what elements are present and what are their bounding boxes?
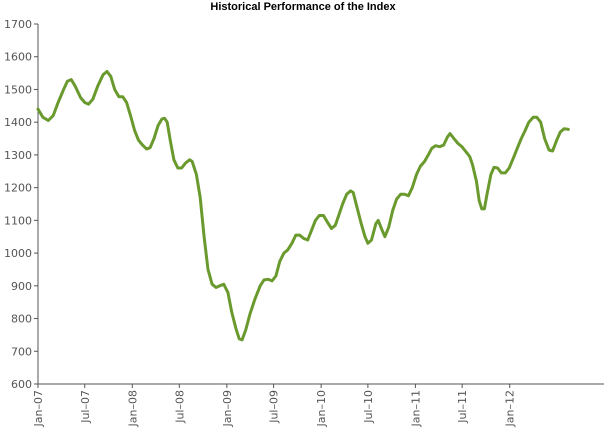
y-tick-label: 1400	[4, 116, 32, 129]
x-tick-label: Jan–11	[409, 390, 422, 427]
y-tick-label: 600	[11, 378, 32, 391]
y-tick-label: 1700	[4, 18, 32, 31]
x-tick-label: Jul–08	[173, 390, 186, 424]
x-tick-label: Jan–07	[32, 390, 45, 427]
x-tick-label: Jul–11	[456, 390, 469, 424]
x-tick-label: Jul–09	[268, 390, 281, 424]
y-tick-label: 1500	[4, 83, 32, 96]
series-line	[36, 70, 570, 342]
y-tick-label: 900	[11, 280, 32, 293]
y-tick-label: 700	[11, 345, 32, 358]
x-tick-label: Jul–10	[362, 390, 375, 424]
x-tick-label: Jul–07	[79, 390, 92, 424]
x-tick-label: Jan–08	[126, 390, 139, 427]
y-tick-label: 800	[11, 313, 32, 326]
x-tick-label: Jan–09	[221, 390, 234, 427]
series-group	[36, 70, 570, 342]
x-axis-ticks: Jan–07 Jul–07 Jan–08 Jul–08 Jan–09 Jul–09 Jan–…	[32, 384, 517, 427]
y-tick-label: 1000	[4, 247, 32, 260]
y-axis-ticks: 600 700 800 900 1000 1100 1200 1300 1400 1500 1600…	[4, 18, 38, 391]
x-tick-label: Jan–10	[315, 390, 328, 427]
x-tick-label: Jan–12	[504, 390, 517, 427]
y-tick-label: 1100	[4, 214, 32, 227]
chart-title: Historical Performance of the Index	[210, 1, 396, 13]
y-tick-label: 1300	[4, 149, 32, 162]
y-tick-label: 1200	[4, 182, 32, 195]
y-tick-label: 1600	[4, 51, 32, 64]
